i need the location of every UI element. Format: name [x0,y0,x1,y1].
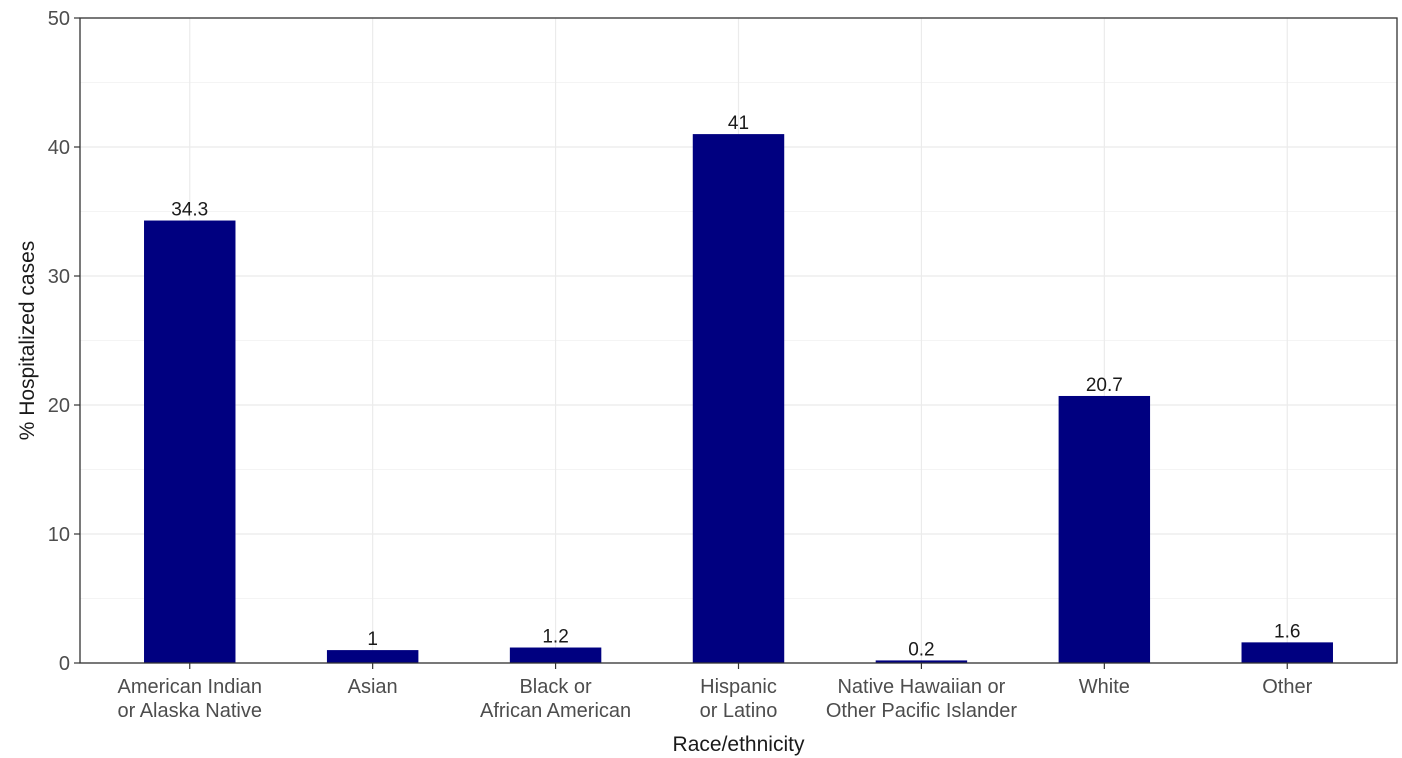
bars-layer [144,134,1333,664]
x-tick-label: Native Hawaiian or Other Pacific Islander [826,676,1018,722]
data-label: 0.2 [908,639,934,660]
x-tick-label: Other [1262,676,1312,698]
x-tick-label: Black or African American [480,676,631,722]
y-tick-label: 20 [48,395,70,417]
data-label: 1 [367,629,378,650]
bar [1058,395,1151,663]
bar [326,650,419,663]
x-axis: American Indian or Alaska Native Asian Blac… [117,663,1313,722]
data-label: 1.2 [542,627,568,648]
bar [1241,642,1333,663]
bar [144,220,236,663]
x-tick-label: White [1079,676,1130,698]
data-labels-layer: 34.3 1 1.2 41 0.2 20.7 1.6 [171,113,1300,660]
x-tick-label: American Indian or Alaska Native [117,676,262,722]
bar [875,660,968,663]
x-axis-title: Race/ethnicity [673,733,805,756]
y-tick-label: 50 [48,8,70,30]
x-tick-label: Hispanic or Latino [700,676,778,722]
data-label: 1.6 [1274,621,1300,642]
y-axis-title: % Hospitalized cases [16,241,39,441]
data-label: 20.7 [1086,375,1123,396]
y-tick-label: 10 [48,524,70,546]
data-label: 34.3 [171,200,208,221]
y-axis: 0 10 20 30 40 50 [48,8,80,675]
bar [692,134,785,664]
y-tick-label: 40 [48,137,70,159]
y-tick-label: 0 [59,653,70,675]
data-label: 41 [728,113,749,134]
bar [509,647,602,663]
y-tick-label: 30 [48,266,70,288]
x-tick-label: Asian [348,676,398,698]
